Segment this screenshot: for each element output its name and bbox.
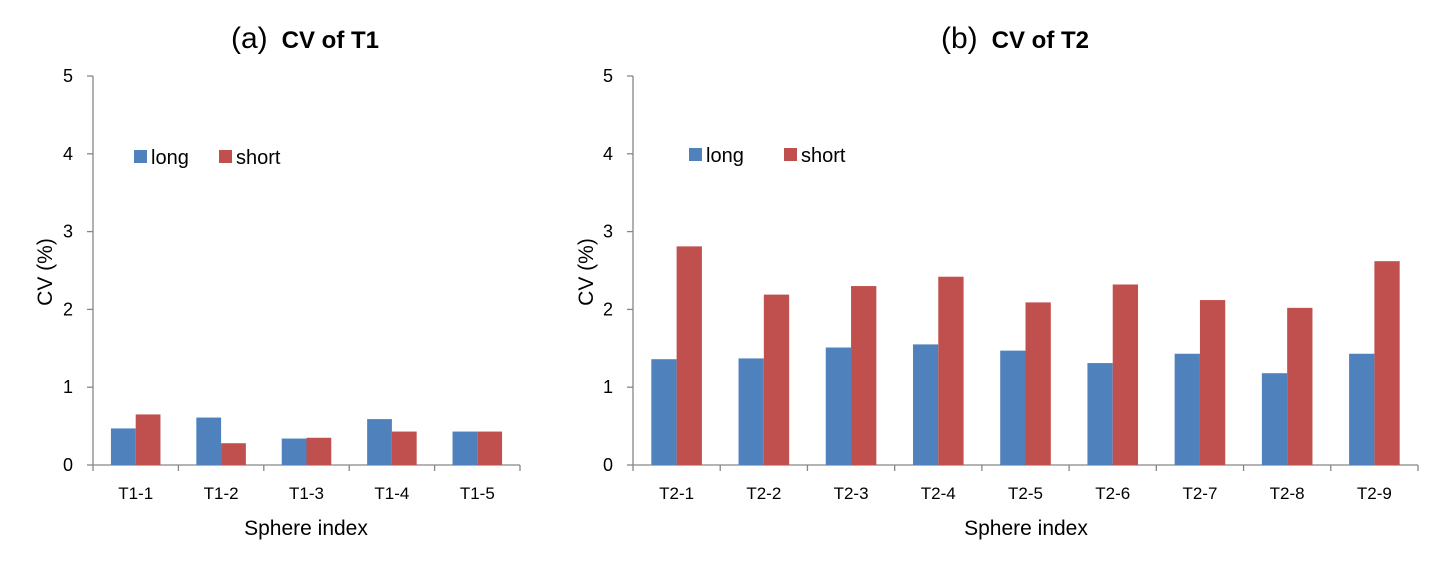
bar-short-T2-7: [1199, 300, 1226, 465]
bar-long-T2-1: [651, 359, 677, 465]
x-tick-label: T2-5: [1008, 484, 1043, 503]
legend-swatch-long: [134, 150, 147, 163]
legend-label-long: long: [706, 145, 744, 167]
y-tick-label: 5: [63, 66, 73, 86]
x-tick-label: T1-3: [289, 484, 324, 503]
bar-long-T1-2: [196, 417, 222, 465]
panel-label-b: (b): [941, 22, 978, 55]
legend-item-short: short: [219, 147, 281, 169]
x-tick-label: T2-8: [1270, 484, 1305, 503]
bar-short-T2-4: [938, 276, 964, 465]
x-tick-label: T2-1: [659, 484, 694, 503]
plot-area-a: 0 1 2 3 4 5 T1-1 T1-2 T1-3 T1-4 T1-5 long short: [63, 66, 521, 503]
bar-short-T1-2: [221, 443, 246, 465]
bar-long-T2-5: [1000, 350, 1026, 465]
x-axis-label-b: Sphere index: [964, 517, 1088, 540]
plot-area-b: 0 1 2 3 4 5 T2-1 T2-2 T2-3 T2-4 T2-5 T2-6 T2-7 T2-8 T2…: [603, 66, 1419, 503]
y-tick-label: 1: [63, 377, 73, 397]
bar-short-T1-5: [477, 431, 503, 465]
y-tick-label: 3: [603, 222, 613, 242]
bar-short-T2-6: [1112, 284, 1139, 465]
bar-short-T1-4: [391, 431, 417, 465]
x-tick-label: T2-2: [746, 484, 781, 503]
y-tick-label: 5: [603, 66, 613, 86]
bar-short-T2-1: [676, 246, 702, 465]
bar-long-T2-7: [1174, 353, 1200, 465]
x-tick-label: T1-4: [374, 484, 409, 503]
x-tick-label: T1-2: [204, 484, 239, 503]
bar-long-T1-1: [110, 428, 136, 465]
bar-long-T2-2: [738, 358, 764, 465]
bar-long-T1-5: [452, 431, 478, 465]
y-tick-label: 1: [603, 377, 613, 397]
y-axis-label-a: CV (%): [34, 238, 57, 306]
chart-panel-b: (b) CV of T2 0 1 2 3 4 5 T2-1 T2-2 T2-3 T2-4 T2-5 T2…: [575, 22, 1419, 540]
legend-item-short: short: [784, 145, 846, 167]
y-tick-label: 0: [63, 455, 73, 475]
bar-short-T1-3: [306, 437, 332, 465]
bar-short-T1-1: [135, 414, 161, 465]
bar-short-T2-9: [1374, 261, 1400, 465]
chart-title-a: (a) CV of T1: [231, 22, 379, 55]
bar-long-T2-3: [825, 347, 852, 465]
bar-short-T2-3: [851, 286, 877, 465]
x-tick-label: T2-3: [834, 484, 869, 503]
legend-label-short: short: [236, 147, 281, 169]
bar-long-T1-4: [367, 419, 392, 465]
x-axis-label-a: Sphere index: [244, 517, 368, 540]
y-tick-label: 0: [603, 455, 613, 475]
y-tick-label: 4: [63, 144, 73, 164]
legend-item-long: long: [134, 147, 189, 169]
chart-panel-a: (a) CV of T1 0 1 2 3 4 5 T1-1 T1-2 T1-3 T1-4 T1-5 lo…: [34, 22, 521, 540]
chart-title-text-b: CV of T2: [992, 27, 1089, 54]
x-tick-label: T2-9: [1357, 484, 1392, 503]
chart-title-text-a: CV of T1: [282, 27, 379, 54]
legend-label-short: short: [801, 145, 846, 167]
bar-short-T2-8: [1287, 307, 1313, 465]
legend-swatch-short: [219, 150, 232, 163]
y-axis-label-b: CV (%): [575, 238, 598, 306]
bar-long-T2-9: [1349, 353, 1375, 465]
bar-long-T2-8: [1261, 373, 1288, 465]
legend-item-long: long: [689, 145, 744, 167]
panel-label-a: (a): [231, 22, 268, 55]
legend-swatch-short: [784, 148, 797, 161]
chart-title-b: (b) CV of T2: [941, 22, 1089, 55]
x-tick-label: T2-6: [1095, 484, 1130, 503]
legend-label-long: long: [151, 147, 189, 169]
x-tick-label: T1-5: [460, 484, 495, 503]
x-tick-label: T2-7: [1182, 484, 1217, 503]
x-tick-label: T1-1: [118, 484, 153, 503]
x-tick-label: T2-4: [921, 484, 956, 503]
legend-swatch-long: [689, 148, 702, 161]
y-tick-label: 2: [603, 299, 613, 319]
bar-long-T2-4: [912, 344, 939, 465]
bar-short-T2-5: [1025, 302, 1051, 465]
y-tick-label: 3: [63, 222, 73, 242]
bar-short-T2-2: [763, 294, 790, 465]
bar-long-T2-6: [1087, 363, 1113, 465]
bar-long-T1-3: [281, 438, 307, 465]
y-tick-label: 2: [63, 299, 73, 319]
y-tick-label: 4: [603, 144, 613, 164]
